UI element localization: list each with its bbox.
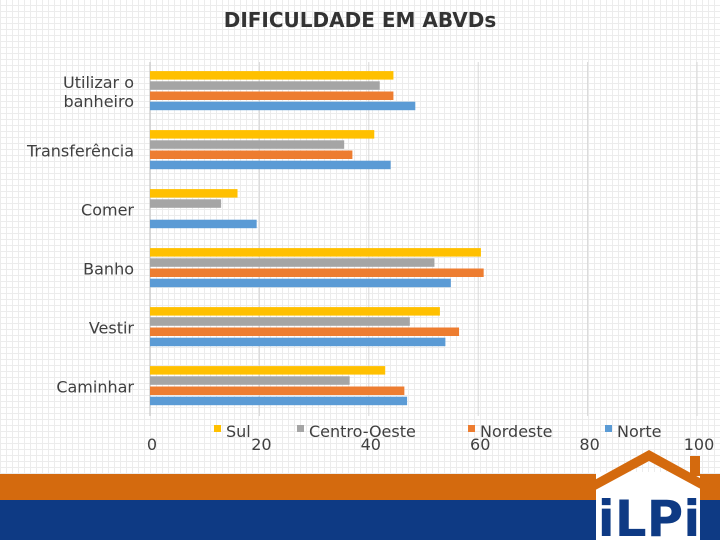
x-tick-label: 80 xyxy=(579,435,599,454)
legend-swatch xyxy=(297,425,304,432)
bar xyxy=(150,258,435,267)
bar xyxy=(150,130,375,139)
legend-swatch xyxy=(605,425,612,432)
ilpi-logo: iLPi xyxy=(580,450,718,540)
bar xyxy=(150,71,394,80)
chart-title: DIFICULDADE EM ABVDs xyxy=(223,8,497,32)
category-label: Vestir xyxy=(89,319,135,338)
x-tick-label: 60 xyxy=(470,435,490,454)
bar xyxy=(150,140,345,149)
bar xyxy=(150,199,222,208)
legend-label: Sul xyxy=(226,422,251,441)
x-tick-label: 40 xyxy=(361,435,381,454)
bar xyxy=(150,386,405,395)
category-label: Caminhar xyxy=(56,378,134,397)
x-tick-label: 100 xyxy=(684,435,715,454)
bar xyxy=(150,219,257,229)
bar xyxy=(150,307,440,316)
x-tick-label: 0 xyxy=(147,435,157,454)
bar xyxy=(150,189,238,198)
bar xyxy=(150,268,484,277)
category-label: Utilizar o xyxy=(63,73,134,92)
bar xyxy=(150,101,416,111)
legend-swatch xyxy=(468,425,475,432)
bar xyxy=(150,337,446,347)
bar xyxy=(150,317,410,326)
logo-text: iLPi xyxy=(598,490,701,540)
bar xyxy=(150,376,350,385)
legend-label: Norte xyxy=(617,422,661,441)
category-label: Transferência xyxy=(26,142,134,161)
bar xyxy=(150,81,380,90)
bar xyxy=(150,278,451,288)
bar xyxy=(150,150,353,159)
bar xyxy=(150,327,460,336)
legend-swatch xyxy=(214,425,221,432)
category-label: Banho xyxy=(83,260,134,279)
category-label: banheiro xyxy=(63,92,134,111)
bar xyxy=(150,396,408,406)
x-tick-label: 20 xyxy=(251,435,271,454)
category-label: Comer xyxy=(81,201,134,220)
bar xyxy=(150,91,394,100)
legend-label: Nordeste xyxy=(480,422,553,441)
bar xyxy=(150,160,391,170)
bar xyxy=(150,248,481,257)
bar xyxy=(150,366,386,375)
legend-label: Centro-Oeste xyxy=(309,422,416,441)
